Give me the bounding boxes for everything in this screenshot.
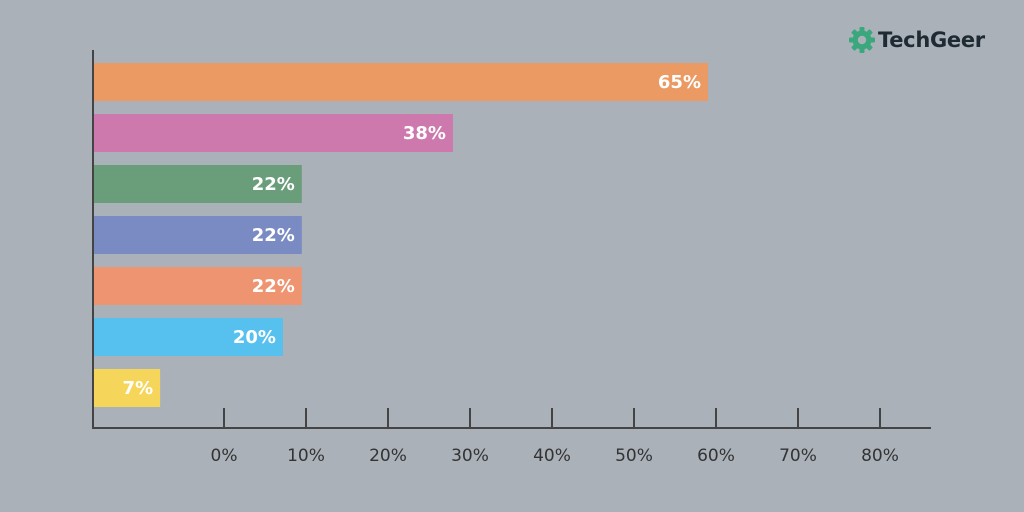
- logo-text-geer: Geer: [929, 28, 985, 52]
- bar: [94, 267, 302, 305]
- bar-value-label: 65%: [658, 72, 701, 93]
- techgeer-logo: TechGeer: [848, 26, 985, 54]
- x-ticks-group: 0% 10% 20% 30% 40% 50% 60% 70% 80%: [211, 408, 899, 466]
- axes-group: [92, 50, 931, 429]
- x-tick-label: 40%: [533, 446, 571, 466]
- bars-group: 65% 38% 22% 22% 22% 20% 7%: [94, 63, 708, 407]
- x-tick-label: 70%: [779, 446, 817, 466]
- bar: [94, 165, 302, 203]
- bar-value-label: 38%: [403, 123, 446, 144]
- logo-text: TechGeer: [878, 26, 985, 54]
- x-tick-label: 30%: [451, 446, 489, 466]
- bar: [94, 114, 453, 152]
- bar: [94, 63, 708, 101]
- bar-value-label: 22%: [252, 225, 295, 246]
- bar-value-label: 22%: [252, 174, 295, 195]
- x-tick-label: 20%: [369, 446, 407, 466]
- bar: [94, 318, 283, 356]
- bar-value-label: 7%: [123, 378, 154, 399]
- gear-icon: [849, 27, 875, 53]
- x-tick-label: 80%: [861, 446, 899, 466]
- x-tick-label: 50%: [615, 446, 653, 466]
- bar: [94, 369, 161, 407]
- x-tick-label: 60%: [697, 446, 735, 466]
- x-tick-label: 10%: [287, 446, 325, 466]
- logo-text-tech: Tech: [878, 28, 930, 52]
- bar-value-label: 22%: [252, 276, 295, 297]
- bar-value-label: 20%: [233, 327, 276, 348]
- bar: [94, 216, 302, 254]
- x-tick-label: 0%: [211, 446, 238, 466]
